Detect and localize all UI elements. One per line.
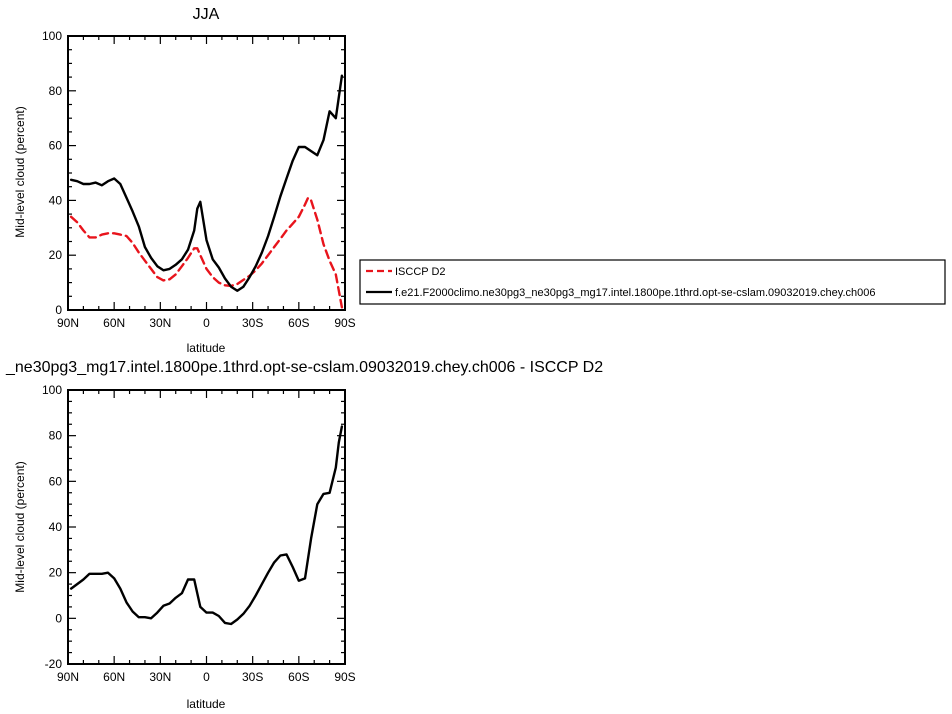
top-y-tick-label: 20 [49,248,63,262]
top-x-tick-label: 60N [103,316,125,330]
top-y-axis-label: Mid-level cloud (percent) [13,106,27,237]
top-chart-title: JJA [193,6,220,23]
top-x-tick-label: 30N [149,316,171,330]
top-x-tick-label: 90N [57,316,79,330]
legend-box [359,259,946,305]
bottom-y-tick-label: 80 [49,429,63,443]
bottom-x-tick-label: 60N [103,670,125,684]
bottom-y-tick-label: -20 [45,657,63,671]
bottom-x-tick-label: 90S [334,670,355,684]
top-y-tick-label: 80 [49,84,63,98]
bottom-series-line-0 [69,425,344,626]
legend-label-isccp: ISCCP D2 [395,266,446,278]
bottom-x-tick-label: 90N [57,670,79,684]
top-y-tick-label: 40 [49,193,63,207]
bottom-x-tick-label: 30N [149,670,171,684]
top-y-tick-label: 60 [49,139,63,153]
top-x-tick-label: 90S [334,316,355,330]
bottom-x-tick-label: 60S [288,670,309,684]
bottom-plot-frame [67,389,346,665]
top-y-tick-label: 0 [55,303,62,317]
bottom-y-tick-label: 20 [49,566,63,580]
bottom-x-axis-label: latitude [187,697,226,711]
top-panel: JJA Mid-level cloud (percent) latitude 9… [13,6,356,355]
top-plot-frame [67,35,346,311]
bottom-y-tick-label: 100 [42,383,62,397]
bottom-y-tick-label: 0 [55,611,62,625]
bottom-panel: _ne30pg3_mg17.intel.1800pe.1thrd.opt-se-… [5,359,603,711]
top-legend: ISCCP D2 f.e21.F2000climo.ne30pg3_ne30pg… [359,259,946,305]
bottom-x-tick-label: 30S [242,670,263,684]
top-series-line-1 [69,74,344,292]
bottom-y-tick-label: 40 [49,520,63,534]
legend-label-model: f.e21.F2000climo.ne30pg3_ne30pg3_mg17.in… [395,287,875,299]
bottom-chart-title: _ne30pg3_mg17.intel.1800pe.1thrd.opt-se-… [5,359,603,376]
bottom-x-tick-label: 0 [203,670,210,684]
top-y-tick-label: 100 [42,29,62,43]
top-x-tick-label: 30S [242,316,263,330]
bottom-y-axis-label: Mid-level cloud (percent) [13,461,27,592]
top-x-tick-label: 60S [288,316,309,330]
top-x-tick-label: 0 [203,316,210,330]
top-x-axis-label: latitude [187,341,226,355]
top-series-line-0 [69,196,344,309]
bottom-axis-ticks: 90N 60N 30N 0 30S 60S 90S -20 0 20 40 60 80 100 [42,383,356,684]
top-axis-ticks: 90N 60N 30N 0 30S 60S 90S 0 20 40 60 80 100 [42,29,356,330]
bottom-series-lines [69,425,344,626]
top-series-lines [69,74,344,309]
bottom-y-tick-label: 60 [49,474,63,488]
